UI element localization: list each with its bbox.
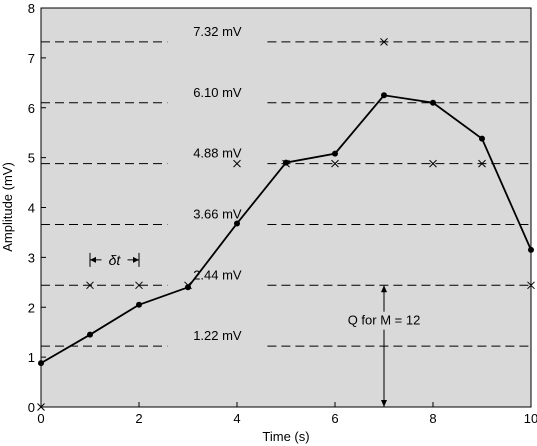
sample-marker-stroke <box>184 281 192 290</box>
y-tick-label: 0 <box>28 400 35 415</box>
sample-marker <box>478 159 486 168</box>
x-tick-label: 4 <box>233 411 240 426</box>
sample-marker <box>331 159 339 168</box>
signal-point <box>38 360 44 367</box>
sample-marker <box>282 159 290 168</box>
delta-t-label: δt <box>109 252 122 268</box>
sample-marker-stroke <box>86 281 94 290</box>
y-tick-label: 7 <box>28 51 35 66</box>
q-arrowhead <box>381 285 387 293</box>
annotations: δt Q for M = 12 <box>89 252 436 407</box>
y-tick-label: 1 <box>28 350 35 365</box>
sample-marker-stroke <box>380 38 388 46</box>
y-tick-label: 2 <box>28 300 35 315</box>
sample-marker <box>429 159 437 168</box>
x-axis-label: Time (s) <box>262 429 309 444</box>
q-arrowhead <box>381 400 387 407</box>
sample-marker-stroke <box>527 281 535 290</box>
sample-marker <box>527 281 535 290</box>
signal-point <box>283 159 289 166</box>
sample-markers <box>37 38 535 411</box>
quantization-levels: 1.22 mV 2.44 mV 3.66 mV 4.88 mV 6.10 mV 7.32 … <box>41 24 531 347</box>
q-label-bg <box>332 311 436 330</box>
x-tick-label: 8 <box>429 411 436 426</box>
signal-point <box>234 220 240 227</box>
signal-point <box>479 135 485 142</box>
sample-marker-stroke <box>478 159 486 168</box>
x-tick-label: 6 <box>331 411 338 426</box>
sample-marker <box>135 281 143 290</box>
y-tick-label: 8 <box>28 1 35 16</box>
sample-marker-stroke <box>233 159 241 168</box>
level-label: 6.10 mV <box>193 85 242 100</box>
level-label: 1.22 mV <box>193 328 242 343</box>
x-tick-label: 0 <box>37 411 44 426</box>
y-tick-label: 6 <box>28 101 35 116</box>
signal-point <box>87 331 93 338</box>
y-tick-label: 4 <box>28 201 35 216</box>
signal-point <box>185 284 191 291</box>
sample-marker-stroke <box>135 281 143 290</box>
level-label: 2.44 mV <box>193 267 242 282</box>
sample-marker <box>86 281 94 290</box>
delta-t-arrowhead <box>133 256 139 263</box>
delta-t-arrowhead <box>90 256 96 263</box>
signal-point <box>430 99 436 106</box>
sample-marker-stroke <box>429 159 437 168</box>
y-axis-label: Amplitude (mV) <box>0 162 15 252</box>
level-label: 7.32 mV <box>193 24 242 39</box>
q-label: Q for M = 12 <box>348 313 421 328</box>
sample-marker <box>233 159 241 168</box>
signal-point <box>528 246 534 253</box>
signal-point <box>381 92 387 99</box>
x-tick-label: 2 <box>135 411 142 426</box>
plot-area <box>40 7 532 408</box>
level-label: 4.88 mV <box>193 146 242 161</box>
sample-marker-stroke <box>331 159 339 168</box>
signal-point <box>136 301 142 308</box>
sample-marker <box>184 281 192 290</box>
y-tick-label: 3 <box>28 250 35 265</box>
signal-point <box>332 150 338 157</box>
level-label: 3.66 mV <box>193 206 242 221</box>
signal-series <box>38 92 534 367</box>
sample-marker-stroke <box>282 159 290 168</box>
y-tick-label: 5 <box>28 151 35 166</box>
sample-marker <box>380 38 388 46</box>
x-tick-label: 10 <box>524 411 537 426</box>
axes: 0 2 4 6 8 10 0 1 2 3 4 5 6 7 8 <box>28 1 537 426</box>
